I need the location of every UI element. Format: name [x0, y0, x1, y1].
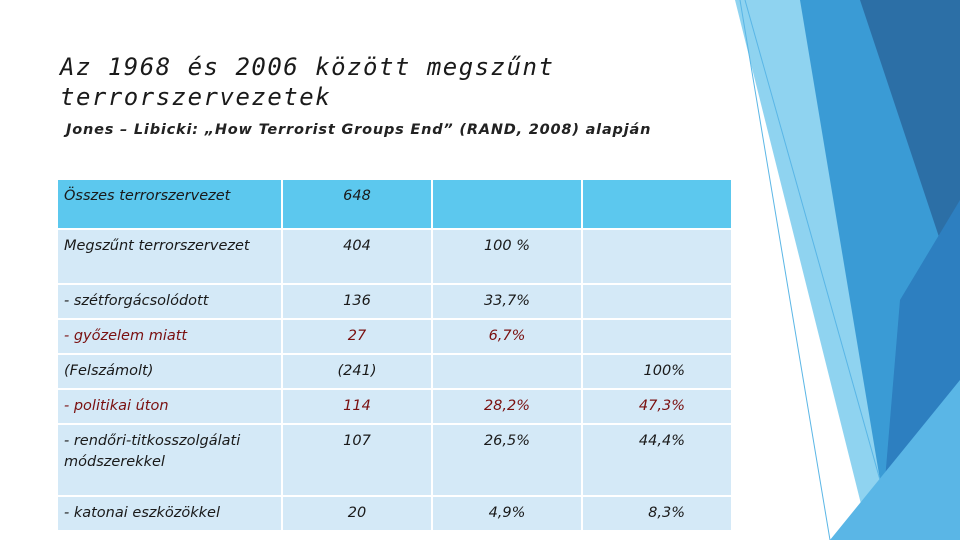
table-cell: 404 [281, 228, 433, 285]
table-cell: - rendőri-titkosszolgálati módszerekkel [56, 423, 283, 497]
table-row: (Felszámolt) (241) 100% [56, 353, 733, 390]
table-cell: - katonai eszközökkel [56, 495, 283, 532]
table-cell: Összes terrorszervezet [56, 178, 283, 230]
table-cell: 114 [281, 388, 433, 425]
table-cell: 33,7% [431, 283, 583, 320]
table-cell: 27 [281, 318, 433, 355]
table-cell: 26,5% [431, 423, 583, 497]
subtitle: Jones – Libicki: „How Terrorist Groups E… [66, 122, 652, 138]
table-cell: 47,3% [581, 388, 733, 425]
table-cell: 107 [281, 423, 433, 497]
table-row: Összes terrorszervezet 648 [56, 178, 733, 230]
table-row: - győzelem miatt 27 6,7% [56, 318, 733, 355]
table-cell [581, 228, 733, 285]
table-cell: (241) [281, 353, 433, 390]
table-cell: 4,9% [431, 495, 583, 532]
table-cell: 648 [281, 178, 433, 230]
table-cell: - győzelem miatt [56, 318, 283, 355]
table-cell: 100 % [431, 228, 583, 285]
table-cell [431, 178, 583, 230]
table-cell: 28,2% [431, 388, 583, 425]
title: Az 1968 és 2006 között megszűnt terrorsz… [60, 53, 555, 111]
table-cell: 8,3% [581, 495, 733, 532]
table-cell [581, 178, 733, 230]
table-cell: - politikai úton [56, 388, 283, 425]
table-row: Megszűnt terrorszervezet 404 100 % [56, 228, 733, 285]
table-cell [431, 353, 583, 390]
table-cell [581, 318, 733, 355]
table-cell: 6,7% [431, 318, 583, 355]
table-cell: 100% [581, 353, 733, 390]
table-row: - szétforgácsolódott 136 33,7% [56, 283, 733, 320]
table-cell: 44,4% [581, 423, 733, 497]
table-cell: (Felszámolt) [56, 353, 283, 390]
table-cell: - szétforgácsolódott [56, 283, 283, 320]
table-cell: 136 [281, 283, 433, 320]
table-cell: Megszűnt terrorszervezet [56, 228, 283, 285]
table-row: - katonai eszközökkel 20 4,9% 8,3% [56, 495, 733, 532]
table-cell [581, 283, 733, 320]
table-row: - politikai úton 114 28,2% 47,3% [56, 388, 733, 425]
table-row: - rendőri-titkosszolgálati módszerekkel 1… [56, 423, 733, 497]
table-cell: 20 [281, 495, 433, 532]
table: Összes terrorszervezet 648 Megszűnt terror… [56, 178, 733, 532]
